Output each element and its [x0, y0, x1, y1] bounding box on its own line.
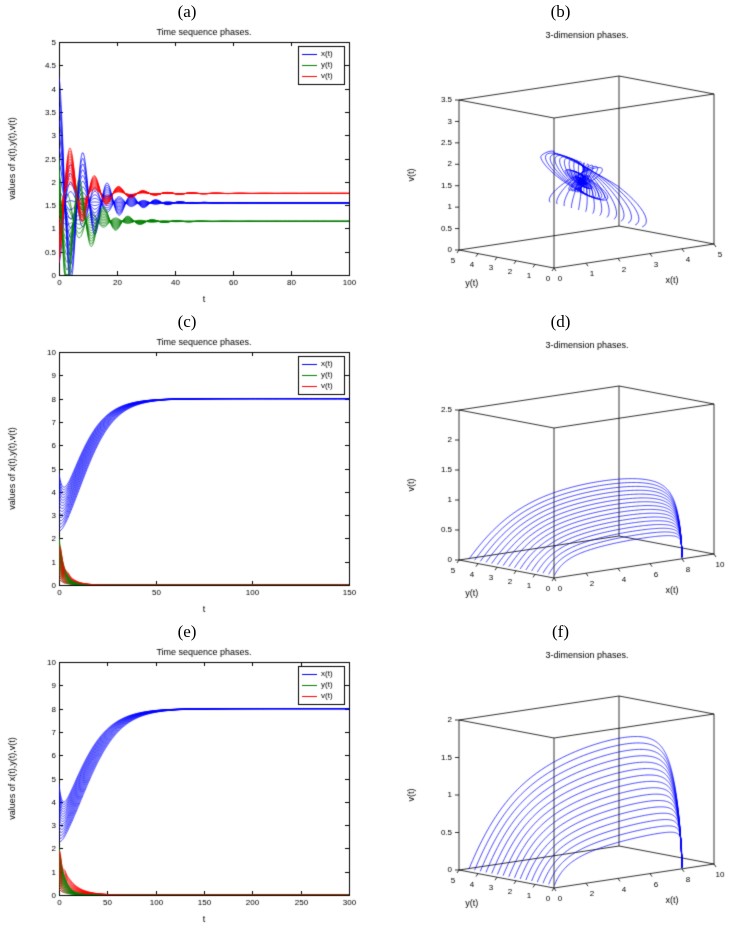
subfigure-a: (a): [0, 0, 374, 310]
subfigure-label-c: (c): [177, 312, 197, 331]
subfigure-label-e: (e): [177, 622, 197, 641]
subfigure-c: (c): [0, 310, 374, 620]
subfigure-label-f: (f): [552, 622, 569, 641]
subfigure-label-b: (b): [550, 2, 571, 21]
subfigure-d: (d): [374, 310, 747, 620]
chart-e-time-sequence-canvas: [0, 642, 374, 930]
chart-c-time-sequence-canvas: [0, 332, 374, 620]
subfigure-label-d: (d): [550, 312, 571, 331]
subfigure-label-a: (a): [177, 2, 197, 21]
subfigure-e: (e): [0, 620, 374, 930]
chart-f-3d-phases-canvas: [374, 642, 747, 930]
chart-d-3d-phases-canvas: [374, 332, 747, 620]
chart-a-time-sequence-canvas: [0, 22, 374, 310]
subfigure-b: (b): [374, 0, 747, 310]
subfigure-f: (f): [374, 620, 747, 930]
chart-b-3d-phases-canvas: [374, 22, 747, 310]
